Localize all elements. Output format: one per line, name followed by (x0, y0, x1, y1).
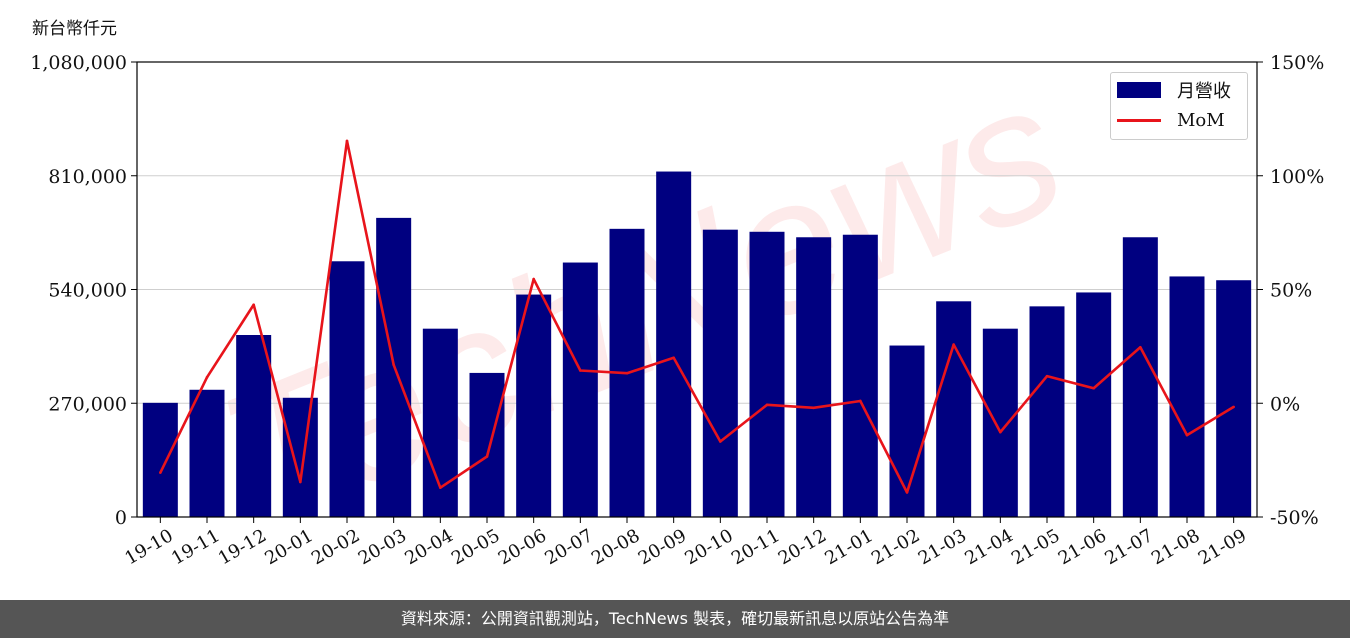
y-right-tick-label: 150% (1270, 52, 1324, 74)
mom-point (579, 369, 582, 372)
chart: TechNews 0270,000540,000810,0001,080,000… (30, 42, 1324, 570)
x-tick-label: 20-09 (635, 525, 690, 569)
x-tick-label: 19-10 (121, 525, 176, 569)
bar (142, 402, 178, 517)
mom-point (439, 486, 442, 489)
x-tick-label: 19-12 (215, 525, 270, 569)
x-tick-label: 21-03 (915, 525, 970, 569)
mom-point (392, 363, 395, 367)
x-tick-label: 20-10 (681, 525, 736, 569)
mom-point (905, 491, 909, 494)
x-tick-label: 20-03 (355, 525, 410, 569)
bar (702, 229, 738, 518)
x-tick-label: 21-02 (868, 525, 923, 569)
bar (1122, 237, 1158, 517)
bar (1169, 276, 1205, 517)
legend-swatch-line (1117, 118, 1161, 122)
bar-series (142, 171, 1252, 518)
mom-point (252, 303, 255, 307)
bar (749, 231, 785, 517)
mom-point (1139, 345, 1142, 349)
y-right-tick-label: 0% (1270, 393, 1300, 415)
legend: 月營收 MoM (1110, 72, 1248, 140)
x-tick-label: 21-09 (1195, 525, 1250, 569)
y-left-tick-label: 270,000 (48, 393, 127, 415)
x-tick-label: 20-11 (728, 525, 783, 569)
x-tick-label: 20-05 (448, 525, 503, 569)
legend-item-mom: MoM (1117, 108, 1225, 132)
y-right-tick-label: 100% (1270, 166, 1324, 188)
mom-point (205, 376, 209, 379)
grid-lines (137, 175, 1257, 404)
x-tick-label: 21-01 (821, 525, 876, 569)
mom-point (719, 440, 722, 443)
mom-point (345, 139, 349, 143)
x-tick-label: 21-08 (1148, 525, 1203, 569)
mom-line-series (159, 139, 1235, 494)
x-tick-label: 21-05 (1008, 525, 1063, 569)
bar (469, 372, 505, 517)
bar (842, 234, 878, 517)
x-tick-label: 19-11 (168, 525, 223, 569)
bar (936, 301, 972, 517)
y-left-tick-label: 540,000 (48, 280, 127, 302)
mom-point (532, 277, 535, 281)
x-tick-label: 21-07 (1101, 525, 1156, 569)
mom-point (485, 455, 489, 458)
y-left-tick-label: 0 (115, 507, 127, 529)
x-tick-label: 20-04 (401, 525, 456, 569)
bar (796, 237, 832, 517)
mom-line (159, 139, 1235, 494)
mom-point (859, 399, 862, 403)
mom-point (1045, 374, 1049, 378)
x-tick-label: 20-12 (775, 525, 830, 569)
y-left-tick-label: 1,080,000 (30, 52, 127, 74)
mom-point (1232, 405, 1235, 409)
legend-label-revenue: 月營收 (1177, 81, 1231, 102)
y-right-tick-label: 50% (1270, 280, 1312, 302)
mom-point (999, 430, 1002, 434)
x-tick-label: 21-06 (1055, 525, 1110, 569)
mom-point (625, 371, 629, 375)
bar (189, 389, 225, 517)
legend-item-revenue: 月營收 (1117, 78, 1231, 102)
x-tick-label: 20-07 (541, 525, 596, 569)
y-axis-unit-label: 新台幣仟元 (32, 19, 117, 39)
legend-swatch-bar (1117, 82, 1161, 98)
x-tick-label: 20-06 (495, 525, 550, 569)
source-footer: 資料來源：公開資訊觀測站，TechNews 製表，確切最新訊息以原站公告為準 (0, 600, 1350, 638)
y-left-tick-label: 810,000 (48, 166, 127, 188)
bar (562, 262, 598, 517)
mom-point (812, 406, 815, 410)
bar (329, 261, 365, 517)
bar (236, 335, 272, 517)
bar (1029, 306, 1065, 517)
mom-point (1092, 386, 1095, 390)
y-right-tick-label: -50% (1270, 507, 1319, 529)
mom-point (159, 471, 162, 474)
bar (1216, 280, 1252, 517)
bar (1076, 292, 1112, 517)
mom-point (1185, 433, 1189, 437)
bar (282, 397, 318, 517)
x-tick-label: 20-08 (588, 525, 643, 569)
legend-label-mom: MoM (1177, 109, 1225, 131)
mom-point (672, 356, 675, 360)
mom-point (299, 480, 302, 484)
x-tick-label: 21-04 (961, 525, 1016, 569)
bar (516, 294, 552, 517)
bar (982, 328, 1018, 517)
bar (656, 171, 692, 517)
mom-point (765, 403, 769, 407)
mom-point (952, 343, 955, 346)
